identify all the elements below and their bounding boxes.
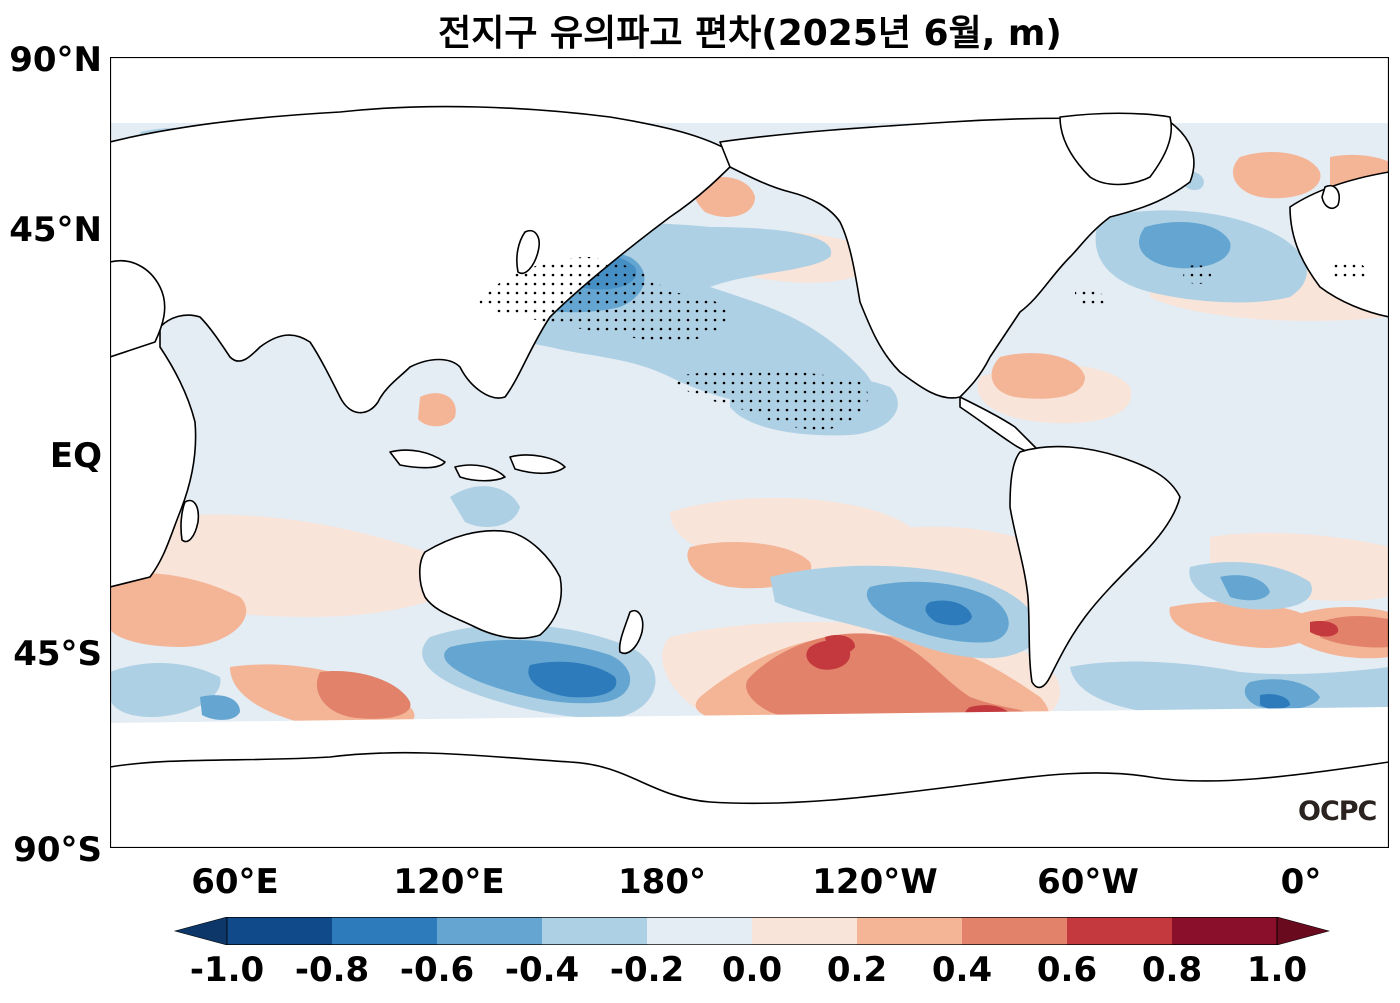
colorbar-tick-label: -1.0 <box>189 950 265 990</box>
new-zealand <box>618 610 644 654</box>
colorbar-tick-label: 1.0 <box>1246 950 1308 990</box>
greenland <box>1059 112 1173 186</box>
lat-label-90n: 90°N <box>9 40 102 80</box>
lon-label-60e: 60°E <box>191 862 279 902</box>
significance-stippling <box>479 257 1367 430</box>
colorbar-segment <box>437 917 542 945</box>
colorbar-tick-label: -0.6 <box>399 950 475 990</box>
colorbar-segment <box>752 917 857 945</box>
colorbar-over-extend <box>1276 917 1330 945</box>
lon-label-0: 0° <box>1280 862 1322 902</box>
colorbar <box>173 917 1330 945</box>
colorbar-tick-label: 0.8 <box>1141 950 1203 990</box>
south-america-landmass <box>1009 445 1181 689</box>
antarctica-coast <box>110 751 1389 848</box>
australia-landmass <box>418 529 563 640</box>
lat-label-45s: 45°S <box>13 634 102 674</box>
lon-label-120w: 120°W <box>812 862 938 902</box>
ocpc-logo: OCPC <box>1298 796 1377 827</box>
colorbar-tick-label: -0.4 <box>504 950 580 990</box>
colorbar-segment <box>332 917 437 945</box>
colorbar-segment <box>542 917 647 945</box>
continents <box>110 105 1389 848</box>
lat-label-90s: 90°S <box>13 830 102 870</box>
anomaly-map <box>110 57 1389 848</box>
map-title: 전지구 유의파고 편차(2025년 6월, m) <box>438 13 1062 54</box>
africa-west-coast <box>110 260 166 358</box>
eurasia-africa-landmass <box>110 105 741 588</box>
colorbar-segment <box>647 917 752 945</box>
colorbar-tick-label: -0.8 <box>294 950 370 990</box>
europe-landmass <box>1289 171 1389 318</box>
colorbar-tick-label: 0.0 <box>721 950 783 990</box>
colorbar-tick-label: 0.2 <box>826 950 888 990</box>
colorbar-tick-label: -0.2 <box>609 950 685 990</box>
colorbar-under-extend <box>173 917 228 945</box>
colorbar-tick-label: 0.6 <box>1036 950 1098 990</box>
map-border <box>110 57 1389 848</box>
colorbar-segment <box>227 917 332 945</box>
lat-label-eq: EQ <box>49 436 102 476</box>
lon-label-120e: 120°E <box>393 862 505 902</box>
colorbar-segment <box>1067 917 1172 945</box>
colorbar-tick-label: 0.4 <box>931 950 993 990</box>
colorbar-segment <box>1172 917 1277 945</box>
colorbar-frame <box>226 917 1278 945</box>
colorbar-segment <box>962 917 1067 945</box>
colorbar-segment <box>857 917 962 945</box>
madagascar <box>180 499 200 543</box>
lon-label-60w: 60°W <box>1037 862 1139 902</box>
lon-label-180: 180° <box>618 862 706 902</box>
lat-label-45n: 45°N <box>9 210 102 250</box>
